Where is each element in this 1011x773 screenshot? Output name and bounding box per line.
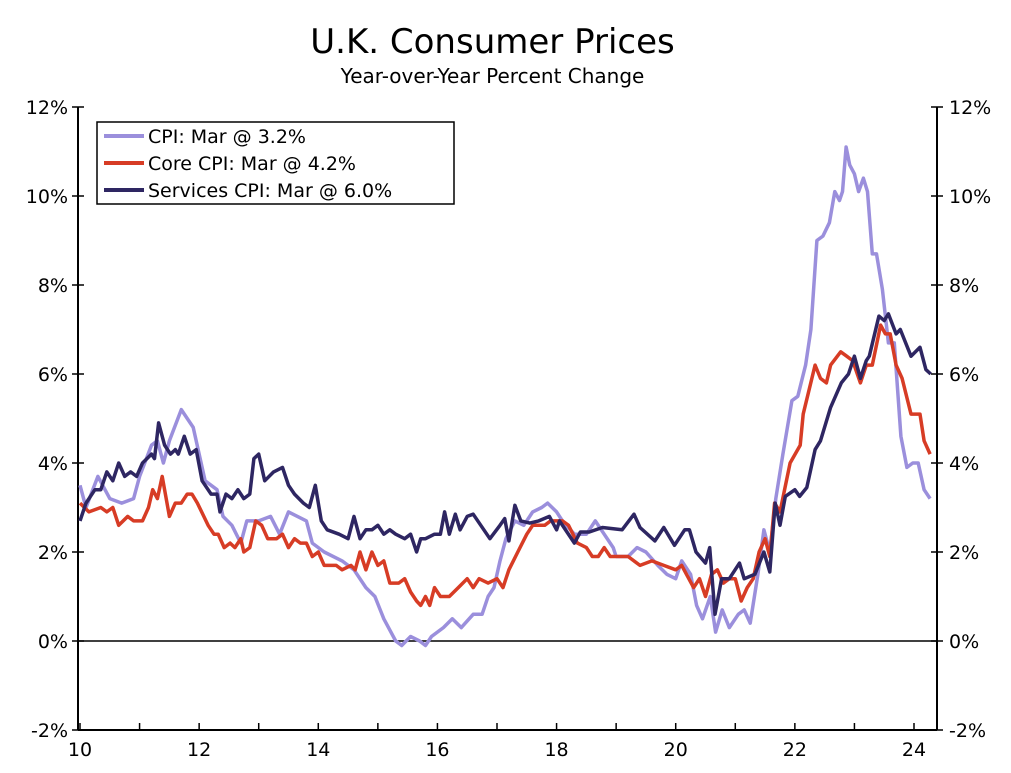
core-cpi-line bbox=[78, 323, 932, 608]
legend-label-core-cpi: Core CPI: Mar @ 4.2% bbox=[148, 153, 356, 175]
x-tick-label: 10 bbox=[68, 739, 92, 761]
legend-label-services-cpi: Services CPI: Mar @ 6.0% bbox=[148, 180, 392, 202]
legend-label-cpi: CPI: Mar @ 3.2% bbox=[148, 126, 306, 148]
chart-title: U.K. Consumer Prices bbox=[310, 22, 675, 62]
x-tick-label: 24 bbox=[902, 739, 926, 761]
y-tick-label-right: 12% bbox=[949, 97, 991, 119]
legend: CPI: Mar @ 3.2% Core CPI: Mar @ 4.2% Ser… bbox=[96, 121, 455, 205]
x-tick-label: 18 bbox=[544, 739, 568, 761]
y-tick-label-left: 2% bbox=[38, 542, 68, 564]
x-tick-label: 14 bbox=[306, 739, 330, 761]
y-tick-label-right: 6% bbox=[949, 364, 979, 386]
legend-box bbox=[96, 121, 455, 205]
y-tick-label-left: 4% bbox=[38, 453, 68, 475]
y-tick-label-right: -2% bbox=[949, 720, 986, 742]
y-tick-label-right: 10% bbox=[949, 186, 991, 208]
y-tick-label-left: 12% bbox=[26, 97, 68, 119]
x-tick-label: 20 bbox=[664, 739, 688, 761]
x-tick-label: 22 bbox=[783, 739, 807, 761]
y-tick-label-right: 8% bbox=[949, 275, 979, 297]
y-tick-label-left: 6% bbox=[38, 364, 68, 386]
y-tick-label-left: 0% bbox=[38, 631, 68, 653]
cpi-line bbox=[78, 145, 932, 648]
y-tick-label-left: 8% bbox=[38, 275, 68, 297]
series-lines bbox=[78, 145, 932, 648]
y-tick-label-right: 4% bbox=[949, 453, 979, 475]
y-tick-label-left: 10% bbox=[26, 186, 68, 208]
y-tick-label-left: -2% bbox=[31, 720, 68, 742]
axes: -2% -2% 0% 0% 2% 2% 4% 4% 6% 6% 8% 8% 10% 10% 12% 12% 10… bbox=[26, 97, 991, 761]
y-tick-label-right: 0% bbox=[949, 631, 979, 653]
y-tick-label-right: 2% bbox=[949, 542, 979, 564]
chart-subtitle: Year-over-Year Percent Change bbox=[340, 64, 645, 88]
x-tick-label: 16 bbox=[425, 739, 449, 761]
x-tick-label: 12 bbox=[187, 739, 211, 761]
services-cpi-line bbox=[78, 312, 932, 617]
